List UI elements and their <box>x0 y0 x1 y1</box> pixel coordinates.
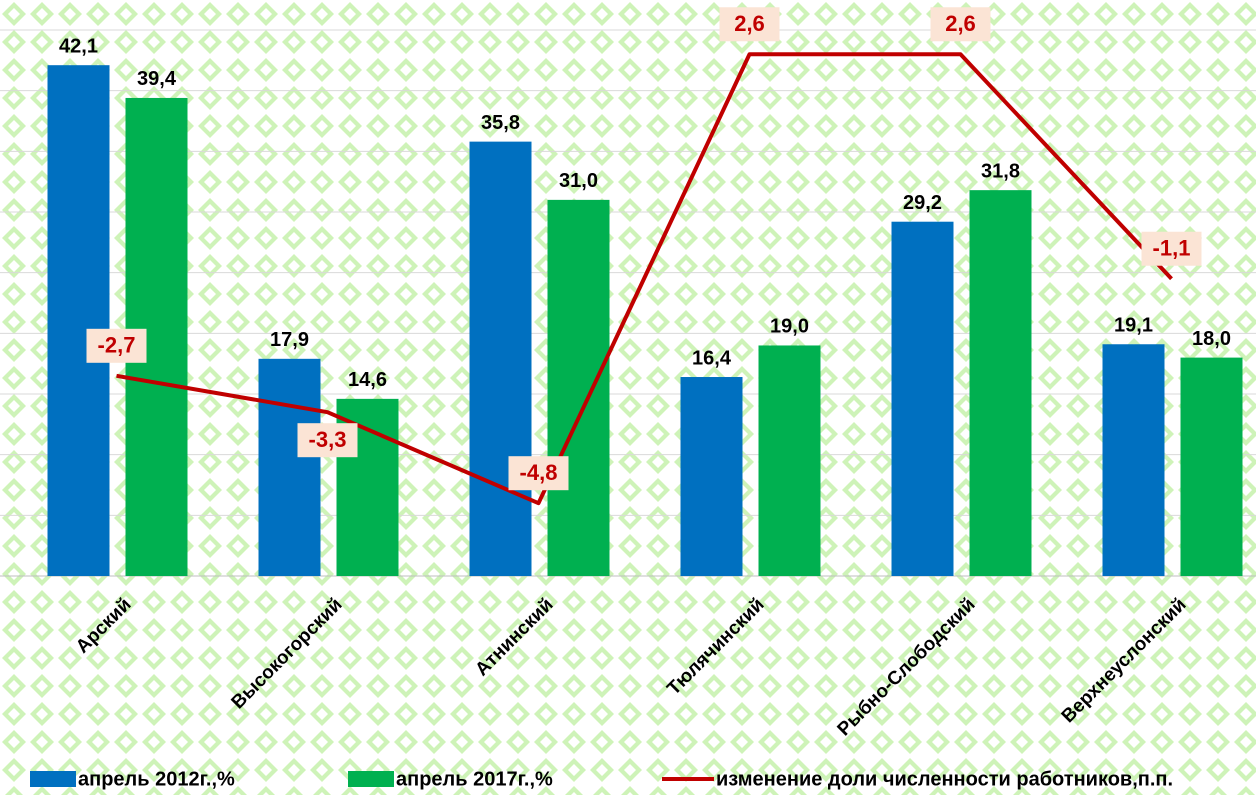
bar-value-label: 16,4 <box>692 347 732 369</box>
line-series <box>116 52 1173 506</box>
bar-value-label: 35,8 <box>481 112 520 134</box>
bar-value-label: 42,1 <box>59 35 98 57</box>
bar-value-label: 31,8 <box>981 160 1020 182</box>
bar-value-label: 14,6 <box>348 369 387 391</box>
line-value-label: -1,1 <box>1153 236 1191 261</box>
bar <box>969 190 1032 576</box>
line-value-label: 2,6 <box>945 11 976 36</box>
bar <box>47 65 110 576</box>
bar-value-label: 29,2 <box>903 192 942 214</box>
line-label-box <box>297 423 358 458</box>
legend-swatch <box>348 771 394 787</box>
bar <box>258 358 321 576</box>
line-label-box <box>930 7 991 42</box>
bar <box>680 377 743 576</box>
bar <box>469 141 532 577</box>
bar <box>891 221 954 576</box>
line-label-box <box>719 7 780 42</box>
bar <box>1180 357 1243 576</box>
line-value-label: 2,6 <box>734 11 765 36</box>
legend-label: апрель 2017г.,% <box>396 768 553 790</box>
bar-value-label: 39,4 <box>137 68 177 90</box>
bar <box>1102 344 1165 576</box>
line-value-label: -3,3 <box>309 427 347 452</box>
bar-value-label: 18,0 <box>1192 328 1231 350</box>
bar-value-label: 19,1 <box>1114 315 1153 337</box>
legend-label: изменение доли численности работников,п.… <box>716 768 1173 790</box>
line-label-box <box>86 328 147 363</box>
line-label-box <box>1141 231 1202 266</box>
legend-label: апрель 2012г.,% <box>78 768 235 790</box>
bar-value-label: 31,0 <box>559 170 598 192</box>
bar <box>758 345 821 576</box>
line-label-box <box>508 456 569 491</box>
line-value-label: -2,7 <box>98 333 136 358</box>
bar <box>547 199 610 576</box>
bar-value-label: 19,0 <box>770 316 809 338</box>
bar-value-label: 17,9 <box>270 329 309 351</box>
line-value-label: -4,8 <box>520 460 558 485</box>
legend-swatch <box>30 771 76 787</box>
